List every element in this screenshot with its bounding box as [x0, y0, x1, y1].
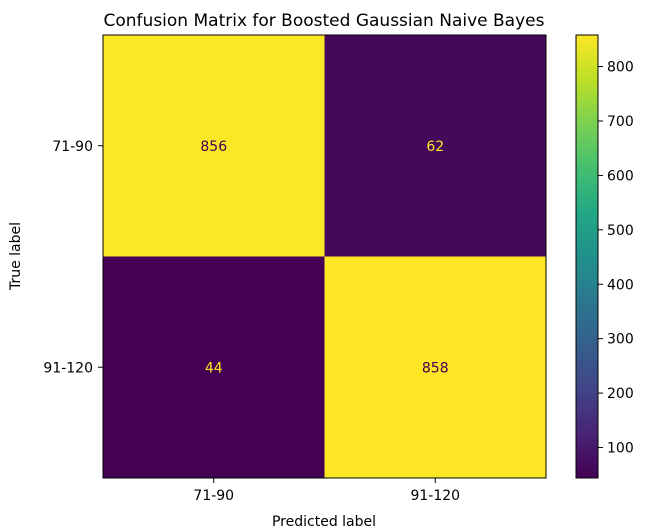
cell-value: 62: [426, 139, 444, 155]
x-axis-label: Predicted label: [272, 514, 376, 530]
colorbar-tick-label: 100: [607, 441, 634, 457]
y-tick-label: 91-120: [43, 360, 93, 376]
x-tick-label: 91-120: [410, 488, 460, 504]
colorbar-tick-label: 800: [607, 60, 634, 76]
y-axis-label: True label: [8, 222, 24, 291]
matrix-cell: [324, 256, 546, 478]
colorbar-tick-label: 200: [607, 386, 634, 402]
cell-value: 44: [205, 360, 223, 376]
colorbar-tick-label: 400: [607, 277, 634, 293]
y-tick-label: 71-90: [52, 139, 93, 155]
cell-value: 856: [200, 139, 227, 155]
matrix-cell: [103, 256, 325, 478]
colorbar-tick-label: 700: [607, 114, 634, 130]
colorbar-tick-label: 600: [607, 168, 634, 184]
x-tick-label: 71-90: [193, 488, 234, 504]
colorbar-ticks: 100 200 300 400 500 600 700 800: [598, 60, 634, 457]
axis-ticks: 71-90 91-120 71-90 91-120: [43, 139, 460, 504]
chart-title: Confusion Matrix for Boosted Gaussian Na…: [104, 11, 545, 31]
matrix-cell: [324, 35, 546, 257]
matrix-cell: [103, 35, 325, 257]
colorbar-tick-label: 500: [607, 223, 634, 239]
matrix-cells: 856 62 44 858: [103, 35, 546, 478]
colorbar: [575, 34, 599, 479]
matrix-frame: [102, 34, 547, 479]
colorbar-tick-label: 300: [607, 332, 634, 348]
cell-value: 858: [422, 360, 449, 376]
